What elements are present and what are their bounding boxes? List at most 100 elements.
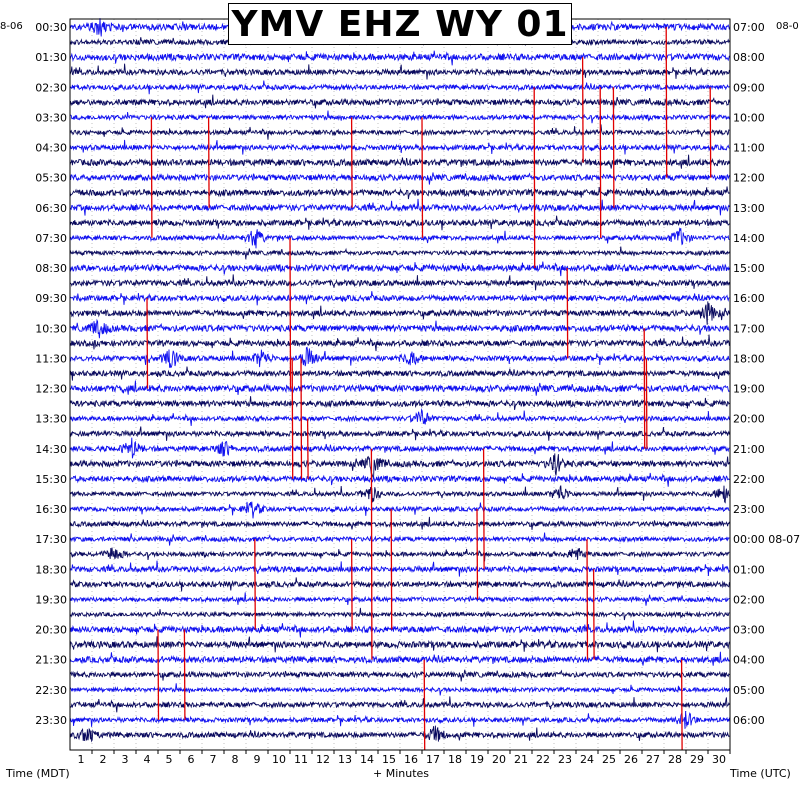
trace-row-20 [69, 318, 730, 339]
event-mark-29 [680, 659, 683, 751]
right-time-18: 01:00 [733, 563, 765, 576]
x-tick-label-1: 1 [78, 753, 85, 766]
x-tick-label-19: 19 [470, 753, 484, 766]
event-mark-6 [599, 87, 602, 238]
x-tick-label-16: 16 [404, 753, 418, 766]
x-tick-label-6: 6 [188, 753, 195, 766]
left-time-6: 06:30 [35, 202, 67, 215]
right-time-17: 00:00 08-07 [733, 533, 800, 546]
event-mark-16 [306, 418, 309, 479]
event-mark-5 [581, 57, 584, 163]
trace-row-16 [69, 261, 730, 277]
trace-row-23 [69, 366, 730, 381]
x-tick-label-21: 21 [514, 753, 528, 766]
trace-row-35 [69, 547, 730, 562]
trace-row-2 [69, 50, 730, 66]
trace-row-10 [69, 172, 730, 185]
right-time-23: 06:00 [733, 714, 765, 727]
x-tick-label-28: 28 [668, 753, 682, 766]
trace-row-25 [69, 396, 730, 410]
x-tick-label-11: 11 [294, 753, 308, 766]
right-time-22: 05:00 [733, 684, 765, 697]
event-mark-27 [157, 629, 160, 720]
trace-row-34 [69, 532, 730, 546]
trace-row-32 [69, 501, 730, 519]
event-mark-9 [709, 87, 712, 178]
x-tick-label-18: 18 [448, 753, 462, 766]
event-mark-22 [586, 539, 589, 660]
left-axis-label: Time (MDT) [6, 767, 70, 780]
trace-row-31 [69, 485, 730, 504]
x-tick-label-23: 23 [558, 753, 572, 766]
x-tick-label-9: 9 [254, 753, 261, 766]
event-layer [146, 26, 712, 751]
event-mark-28 [423, 659, 426, 751]
trace-row-47 [69, 725, 730, 743]
trace-row-5 [69, 94, 730, 110]
left-time-15: 15:30 [35, 473, 67, 486]
trace-row-4 [69, 80, 730, 95]
event-mark-8 [665, 26, 668, 178]
left-time-22: 22:30 [35, 684, 67, 697]
x-tick-label-2: 2 [100, 753, 107, 766]
event-mark-4 [533, 87, 536, 269]
right-time-14: 21:00 [733, 443, 765, 456]
left-time-9: 09:30 [35, 292, 67, 305]
x-tick-label-14: 14 [360, 753, 374, 766]
x-tick-label-4: 4 [144, 753, 151, 766]
title-box: YMV EHZ WY 01 [228, 3, 572, 45]
trace-row-26 [69, 407, 730, 426]
trace-row-46 [69, 710, 730, 729]
event-mark-17 [645, 358, 648, 449]
event-mark-25 [592, 569, 595, 660]
left-time-16: 16:30 [35, 503, 67, 516]
left-time-13: 13:30 [35, 413, 67, 426]
x-tick-label-10: 10 [272, 753, 286, 766]
x-tick-labels: 1 2 3 4 5 6 7 8 9 10 11 12 13 14 15 16 17 18 19 20 21 22 23 24 2… [78, 750, 731, 766]
left-time-3: 03:30 [35, 111, 67, 124]
trace-layer [69, 18, 730, 743]
trace-row-45 [69, 696, 730, 713]
trace-row-3 [69, 63, 730, 80]
event-mark-15 [300, 358, 303, 479]
event-mark-2 [350, 117, 353, 208]
x-axis-label: + Minutes [373, 767, 430, 780]
plot-frame [69, 18, 731, 751]
right-time-12: 19:00 [733, 383, 765, 396]
event-mark-13 [566, 267, 569, 359]
left-time-14: 14:30 [35, 443, 67, 456]
event-mark-20 [390, 508, 393, 630]
x-tick-label-24: 24 [580, 753, 594, 766]
x-tick-label-30: 30 [712, 753, 726, 766]
left-time-19: 19:30 [35, 593, 67, 606]
right-time-13: 20:00 [733, 413, 765, 426]
right-time-5: 12:00 [733, 172, 765, 185]
event-mark-11 [291, 358, 294, 479]
x-tick-label-5: 5 [166, 753, 173, 766]
right-time-20: 03:00 [733, 624, 765, 637]
trace-row-7 [69, 124, 730, 140]
right-time-0: 07:00 [733, 21, 765, 34]
right-time-8: 15:00 [733, 262, 765, 275]
x-tick-label-26: 26 [624, 753, 638, 766]
left-time-labels: 00:30 01:30 02:30 03:30 04:30 05:30 06:30 07:30… [35, 21, 67, 727]
trace-row-36 [69, 560, 730, 577]
trace-row-27 [69, 426, 730, 441]
right-time-2: 09:00 [733, 81, 765, 94]
right-time-16: 23:00 [733, 503, 765, 516]
right-time-11: 18:00 [733, 352, 765, 365]
trace-row-6 [69, 110, 730, 124]
right-time-4: 11:00 [733, 142, 765, 155]
trace-row-22 [70, 346, 730, 369]
trace-row-12 [69, 198, 730, 216]
right-time-21: 04:00 [733, 654, 765, 667]
left-time-17: 17:30 [35, 533, 67, 546]
trace-row-29 [69, 453, 730, 478]
trace-row-40 [69, 620, 730, 638]
left-time-0: 00:30 [35, 21, 67, 34]
trace-row-33 [69, 516, 730, 530]
left-time-5: 05:30 [35, 172, 67, 185]
event-mark-18 [370, 448, 373, 660]
chart-title: YMV EHZ WY 01 [231, 3, 569, 45]
x-tick-label-13: 13 [338, 753, 352, 766]
